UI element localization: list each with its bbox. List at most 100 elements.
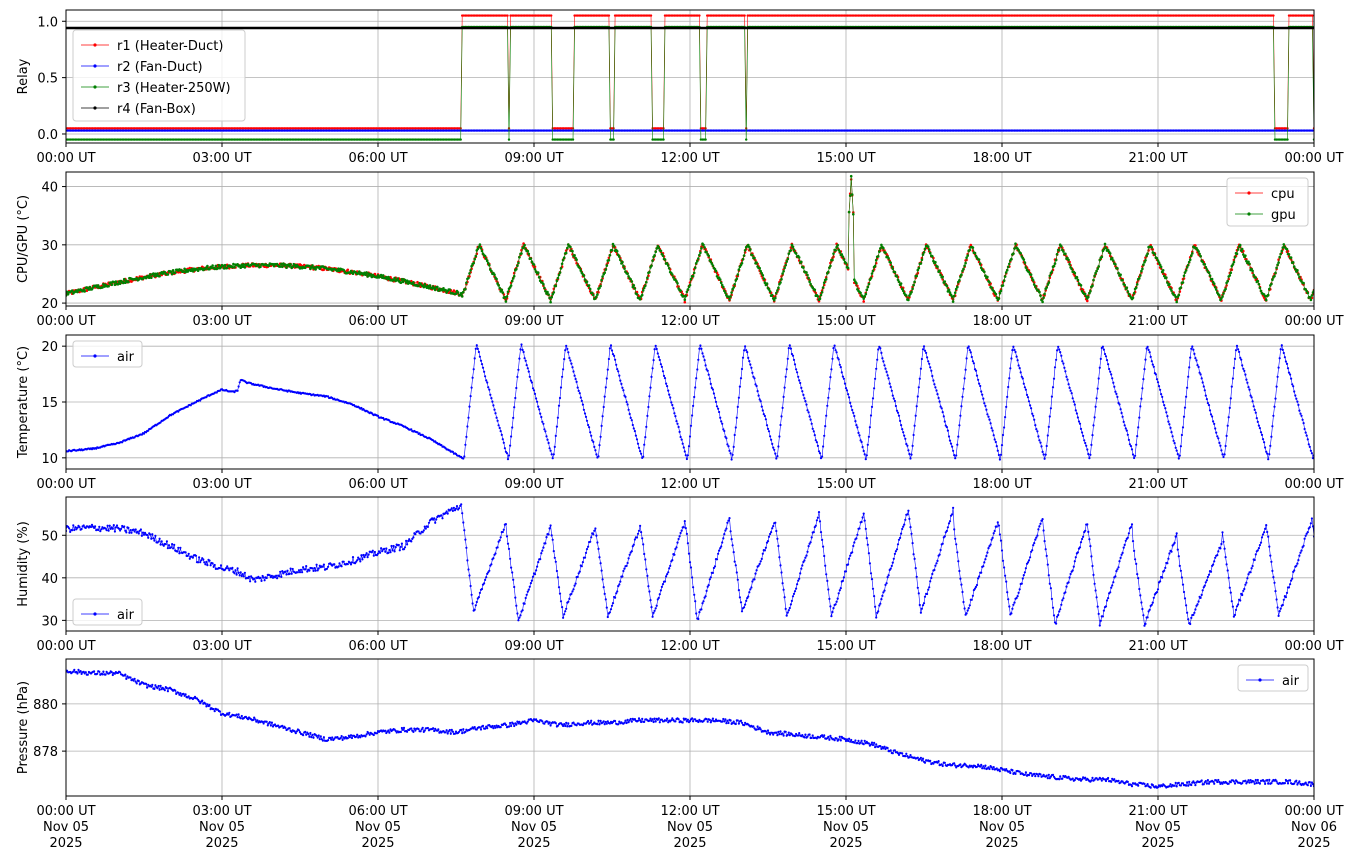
- data-point: [648, 27, 651, 29]
- data-point: [519, 27, 521, 29]
- data-point: [1119, 27, 1122, 29]
- data-point: [829, 27, 832, 29]
- data-point: [464, 27, 467, 29]
- data-point: [297, 27, 300, 29]
- data-point: [1074, 27, 1077, 29]
- data-point: [1171, 27, 1173, 29]
- data-point: [1124, 27, 1127, 29]
- data-point: [757, 27, 760, 29]
- data-point: [146, 27, 149, 29]
- data-point: [505, 27, 507, 29]
- data-point: [770, 27, 772, 29]
- data-point: [97, 27, 100, 29]
- data-point: [615, 27, 618, 29]
- data-point: [629, 27, 632, 29]
- data-point: [456, 27, 459, 29]
- data-point: [299, 27, 301, 29]
- data-point: [1152, 27, 1155, 29]
- data-point: [943, 27, 946, 29]
- data-point: [824, 27, 827, 29]
- data-point: [389, 27, 392, 29]
- data-point: [413, 27, 415, 29]
- data-point: [650, 27, 652, 29]
- data-point: [1107, 27, 1109, 29]
- data-point: [428, 27, 431, 29]
- data-point: [1235, 27, 1237, 29]
- data-point: [670, 27, 673, 29]
- data-point: [467, 27, 470, 29]
- y-tick-label: 1.0: [37, 15, 58, 30]
- data-point: [1026, 27, 1028, 29]
- grid: [65, 10, 1315, 143]
- data-point: [506, 290, 510, 294]
- data-point: [310, 266, 313, 269]
- data-point: [263, 27, 265, 29]
- data-point: [305, 27, 308, 29]
- data-point: [710, 27, 713, 29]
- data-point: [1129, 27, 1131, 29]
- data-point: [1203, 27, 1206, 29]
- data-point: [177, 27, 180, 29]
- data-point: [1193, 27, 1195, 29]
- data-point: [1238, 27, 1240, 29]
- data-point: [1024, 27, 1027, 29]
- legend-label: r3 (Heater-250W): [117, 81, 231, 96]
- legend-entry: r1 (Heater-Duct): [81, 39, 223, 54]
- data-point: [955, 27, 958, 29]
- data-point: [823, 27, 826, 29]
- legend-label: r2 (Fan-Duct): [117, 60, 203, 75]
- data-point: [1060, 27, 1063, 29]
- data-point: [402, 27, 404, 29]
- data-point: [1100, 27, 1103, 29]
- data-point: [690, 27, 693, 29]
- data-point: [793, 27, 796, 29]
- data-point: [480, 27, 482, 29]
- data-point: [536, 27, 538, 29]
- data-point: [188, 27, 191, 29]
- data-point: [186, 27, 189, 29]
- data-point: [1141, 27, 1144, 29]
- data-point: [133, 27, 136, 29]
- data-point: [400, 27, 403, 29]
- data-point: [614, 27, 616, 29]
- data-point: [485, 259, 489, 263]
- data-point: [544, 289, 547, 293]
- data-point: [1295, 27, 1298, 29]
- data-point: [241, 27, 244, 29]
- data-point: [1043, 27, 1045, 29]
- data-point: [175, 27, 178, 29]
- data-point: [907, 27, 910, 29]
- data-point: [1021, 27, 1024, 29]
- data-point: [665, 27, 668, 29]
- data-point: [576, 27, 579, 29]
- data-point: [877, 27, 880, 29]
- data-point: [976, 27, 978, 29]
- data-point: [261, 27, 264, 29]
- data-point: [927, 27, 930, 29]
- data-point: [110, 283, 114, 287]
- data-point: [1027, 27, 1030, 29]
- data-point: [459, 291, 463, 295]
- data-point: [704, 27, 707, 29]
- data-point: [271, 27, 273, 29]
- data-point: [330, 27, 333, 29]
- data-point: [122, 27, 125, 29]
- data-point: [383, 27, 386, 29]
- data-point: [1158, 27, 1161, 29]
- data-point: [1077, 27, 1080, 29]
- data-point: [765, 27, 768, 29]
- data-point: [1032, 27, 1035, 29]
- data-point: [285, 27, 287, 29]
- data-point: [537, 27, 540, 29]
- data-point: [807, 27, 810, 29]
- data-point: [1037, 27, 1039, 29]
- data-point: [517, 261, 520, 265]
- data-point: [206, 264, 209, 268]
- data-point: [1146, 27, 1148, 29]
- data-point: [288, 265, 291, 268]
- data-point: [122, 277, 126, 281]
- data-point: [818, 27, 821, 29]
- data-point: [1054, 27, 1056, 29]
- data-point: [341, 27, 343, 29]
